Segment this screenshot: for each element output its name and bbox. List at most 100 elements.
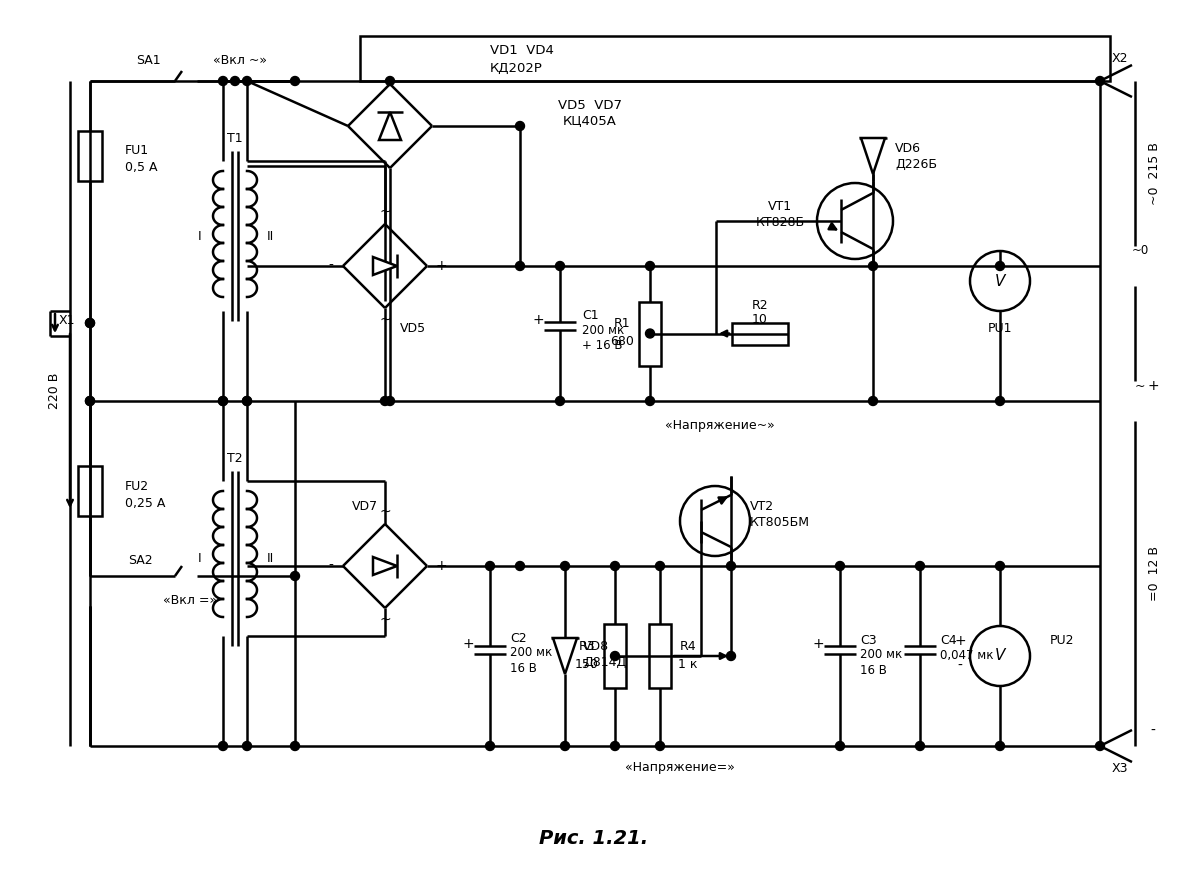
Circle shape <box>86 319 95 328</box>
Circle shape <box>219 396 227 405</box>
Circle shape <box>385 396 394 405</box>
Circle shape <box>230 77 240 85</box>
Circle shape <box>556 396 564 405</box>
Text: 16 В: 16 В <box>510 662 537 675</box>
Text: R1: R1 <box>614 317 631 330</box>
Circle shape <box>516 122 524 130</box>
Circle shape <box>835 742 845 751</box>
Text: «Вкл ~»: «Вкл ~» <box>213 55 267 68</box>
Text: 200 мк: 200 мк <box>860 648 902 662</box>
Text: 200 мк: 200 мк <box>510 647 552 660</box>
Text: «Напряжение=»: «Напряжение=» <box>625 761 735 774</box>
Text: С1: С1 <box>582 309 599 322</box>
Bar <box>604 624 626 688</box>
Text: Х3: Х3 <box>1112 761 1129 774</box>
Text: +: + <box>1148 379 1158 393</box>
Text: +: + <box>532 313 544 327</box>
Circle shape <box>242 77 252 85</box>
Circle shape <box>86 319 95 328</box>
Circle shape <box>486 742 494 751</box>
Bar <box>639 301 661 366</box>
Text: FU1: FU1 <box>125 144 150 158</box>
Circle shape <box>727 561 735 571</box>
Text: «Вкл =»: «Вкл =» <box>163 595 217 608</box>
Text: 1 к: 1 к <box>678 657 697 670</box>
Text: +: + <box>954 634 966 648</box>
Text: С4: С4 <box>940 633 956 647</box>
Text: +: + <box>462 637 474 651</box>
Text: Х1: Х1 <box>58 315 75 328</box>
Circle shape <box>219 77 227 85</box>
Text: II: II <box>266 229 273 242</box>
Circle shape <box>996 742 1005 751</box>
Circle shape <box>868 396 878 405</box>
Text: VD5: VD5 <box>400 322 426 335</box>
Text: I: I <box>198 552 202 565</box>
Text: =0  12 В: =0 12 В <box>1149 546 1162 601</box>
Text: КД202Р: КД202Р <box>489 62 543 75</box>
Text: ~0  215 В: ~0 215 В <box>1149 142 1162 205</box>
Bar <box>649 624 671 688</box>
Text: + 16 В: + 16 В <box>582 339 623 352</box>
Text: V: V <box>994 648 1005 663</box>
Polygon shape <box>552 638 577 674</box>
Text: VT1: VT1 <box>767 199 792 212</box>
Text: КТ805БМ: КТ805БМ <box>750 515 810 529</box>
Circle shape <box>291 572 299 581</box>
Circle shape <box>242 742 252 751</box>
Text: Т1: Т1 <box>227 132 242 145</box>
Circle shape <box>656 742 664 751</box>
Circle shape <box>916 561 924 571</box>
Text: ~: ~ <box>379 313 391 327</box>
Polygon shape <box>379 112 402 140</box>
Text: VD7: VD7 <box>352 500 378 513</box>
Circle shape <box>1095 77 1105 85</box>
Text: R2: R2 <box>752 299 769 312</box>
Circle shape <box>561 742 569 751</box>
Text: 0,5 А: 0,5 А <box>125 161 158 174</box>
Circle shape <box>219 742 227 751</box>
Text: SA1: SA1 <box>135 55 160 68</box>
Bar <box>360 36 1110 81</box>
Text: ~: ~ <box>379 205 391 219</box>
Circle shape <box>996 262 1005 270</box>
Text: Д226Б: Д226Б <box>895 158 937 171</box>
Polygon shape <box>861 138 885 174</box>
Text: ~: ~ <box>379 505 391 519</box>
Circle shape <box>242 396 252 405</box>
Circle shape <box>556 262 564 270</box>
Polygon shape <box>373 257 397 275</box>
Text: -: - <box>958 659 962 673</box>
Text: VD5  VD7
КЦ405А: VD5 VD7 КЦ405А <box>558 99 623 127</box>
Bar <box>78 131 102 181</box>
Text: 200 мк: 200 мк <box>582 324 624 337</box>
Text: Рис. 1.21.: Рис. 1.21. <box>539 830 649 848</box>
Text: Т2: Т2 <box>227 453 242 465</box>
Text: ~0: ~0 <box>1131 245 1149 257</box>
Circle shape <box>611 652 619 661</box>
Text: V: V <box>994 273 1005 288</box>
Circle shape <box>242 396 252 405</box>
Text: 0,25 А: 0,25 А <box>125 497 165 509</box>
Text: PU2: PU2 <box>1050 634 1074 648</box>
Text: С3: С3 <box>860 633 877 647</box>
Circle shape <box>561 561 569 571</box>
Circle shape <box>486 561 494 571</box>
Text: VT2: VT2 <box>750 500 775 513</box>
Circle shape <box>385 77 394 85</box>
Circle shape <box>645 396 655 405</box>
Text: I: I <box>198 229 202 242</box>
Circle shape <box>868 262 878 270</box>
Circle shape <box>291 742 299 751</box>
Circle shape <box>1095 742 1105 751</box>
Circle shape <box>645 262 655 270</box>
Text: С2: С2 <box>510 632 526 645</box>
Text: R3: R3 <box>579 640 595 653</box>
Text: PU1: PU1 <box>987 322 1012 336</box>
Circle shape <box>996 396 1005 405</box>
Circle shape <box>645 329 655 338</box>
Text: 680: 680 <box>611 335 634 348</box>
Text: 10: 10 <box>752 313 767 326</box>
Circle shape <box>835 561 845 571</box>
Text: +: + <box>435 259 447 273</box>
